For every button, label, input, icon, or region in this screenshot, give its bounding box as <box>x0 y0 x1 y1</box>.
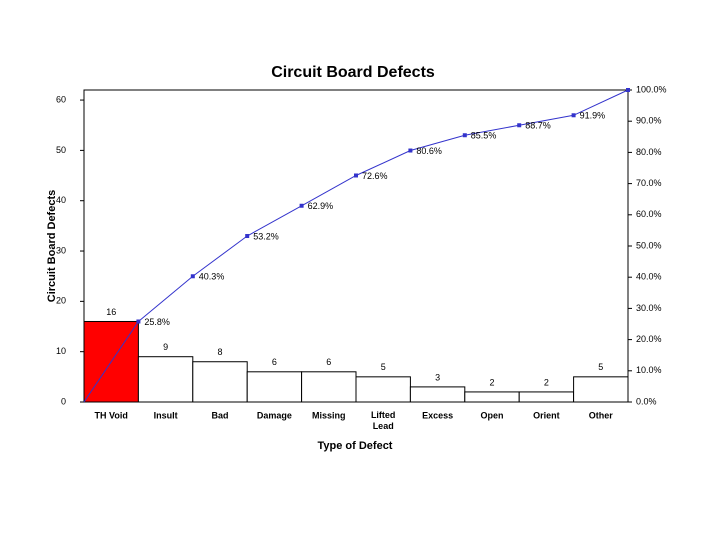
x-tick-label: Excess <box>422 410 453 420</box>
bar-value-label: 9 <box>163 342 168 352</box>
y2-tick-label: 50.0% <box>636 240 662 250</box>
y2-tick-label: 0.0% <box>636 396 657 406</box>
cumulative-label: 80.6% <box>416 146 442 156</box>
y2-tick-label: 30.0% <box>636 303 662 313</box>
x-tick-label: Missing <box>312 410 346 420</box>
bar <box>301 371 357 403</box>
bar <box>518 391 575 403</box>
x-tick-label: TH Void <box>95 410 128 420</box>
x-tick-label: Insult <box>154 410 178 420</box>
bar <box>246 371 303 403</box>
bar <box>355 376 411 403</box>
cumulative-label: 25.8% <box>144 317 170 327</box>
bar-value-label: 2 <box>489 377 494 387</box>
cumulative-point <box>190 274 195 279</box>
bar-value-label: 2 <box>544 377 549 387</box>
y2-tick-label: 10.0% <box>636 365 662 375</box>
cumulative-point <box>136 319 141 324</box>
bar-value-label: 3 <box>435 372 440 382</box>
bar <box>409 386 466 403</box>
bar-value-label: 6 <box>272 357 277 367</box>
y-tick-label: 30 <box>56 245 66 255</box>
cumulative-point <box>517 123 522 128</box>
cumulative-point <box>299 203 304 208</box>
y2-tick-label: 100.0% <box>636 84 667 94</box>
bar <box>192 361 248 403</box>
cumulative-point <box>571 113 576 118</box>
bar-value-label: 5 <box>381 362 386 372</box>
y-tick-label: 50 <box>56 145 66 155</box>
chart-title: Circuit Board Defects <box>271 64 435 81</box>
y-tick-label: 0 <box>61 396 66 406</box>
cumulative-point <box>245 234 250 239</box>
bar <box>573 376 629 403</box>
y2-tick-label: 20.0% <box>636 334 662 344</box>
cumulative-label: 91.9% <box>580 111 606 121</box>
y-tick-label: 20 <box>56 296 66 306</box>
cumulative-label: 40.3% <box>199 272 225 282</box>
x-tick-label: Damage <box>257 410 292 420</box>
x-tick-label: Bad <box>211 410 228 420</box>
x-tick-label: Other <box>589 410 614 420</box>
y2-tick-label: 40.0% <box>636 272 662 282</box>
cumulative-label: 62.9% <box>308 201 334 211</box>
y2-tick-label: 70.0% <box>636 178 662 188</box>
plot-frame <box>83 89 629 403</box>
bar-value-label: 6 <box>326 357 331 367</box>
x-tick-label: Orient <box>533 410 560 420</box>
y-axis-title: Circuit Board Defects <box>46 190 58 302</box>
x-axis-title: Type of Defect <box>318 440 393 452</box>
y2-tick-label: 60.0% <box>636 209 662 219</box>
cumulative-label: 72.6% <box>362 171 388 181</box>
cumulative-line <box>138 89 629 322</box>
y-tick-label: 60 <box>56 94 66 104</box>
cumulative-point <box>354 173 358 178</box>
cumulative-label: 53.2% <box>253 231 279 241</box>
y2-tick-label: 90.0% <box>636 116 662 126</box>
cumulative-point <box>408 148 413 153</box>
bar-value-label: 5 <box>598 362 603 372</box>
cumulative-label: 88.7% <box>525 121 551 131</box>
cumulative-point <box>626 88 630 92</box>
bar <box>137 356 194 403</box>
bar-value-label: 16 <box>106 307 116 317</box>
bar-value-label: 8 <box>217 347 222 357</box>
cumulative-point <box>462 133 467 138</box>
x-tick-label: Lifted Lead <box>371 410 396 431</box>
y2-tick-label: 80.0% <box>636 147 662 157</box>
bar <box>464 391 520 403</box>
x-tick-label: Open <box>480 410 503 420</box>
y-tick-label: 40 <box>56 195 66 205</box>
y-tick-label: 10 <box>56 346 66 356</box>
pareto-origin-segment <box>83 321 139 403</box>
cumulative-label: 85.5% <box>471 131 497 141</box>
